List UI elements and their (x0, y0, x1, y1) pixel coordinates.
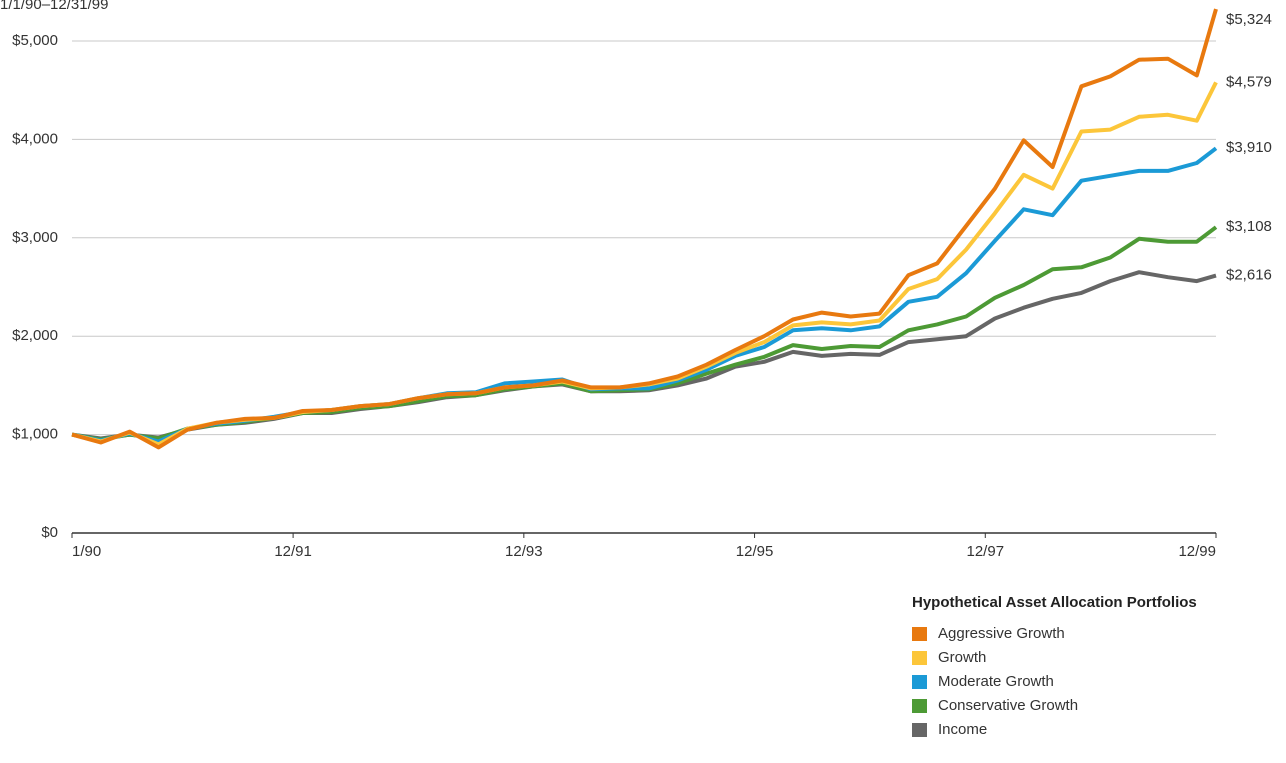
series-line (71, 270, 1217, 441)
end-value-label: $5,324 (1226, 11, 1272, 28)
x-tick-label: 12/93 (505, 543, 543, 560)
legend-title: Hypothetical Asset Allocation Portfolios (912, 594, 1197, 611)
y-tick-label: $5,000 (12, 32, 58, 49)
legend-swatch (912, 723, 927, 737)
legend-swatch (912, 627, 927, 641)
x-tick-label: 12/95 (736, 543, 774, 560)
y-tick-label: $0 (41, 524, 58, 541)
legend-swatch (912, 675, 927, 689)
end-value-label: $3,910 (1226, 139, 1272, 156)
y-tick-label: $3,000 (12, 229, 58, 246)
legend-label: Income (938, 721, 987, 738)
series-line (71, 146, 1218, 444)
y-tick-label: $4,000 (12, 130, 58, 147)
series-line (71, 8, 1218, 450)
chart-title: 1/1/90–12/31/99 (0, 0, 108, 13)
x-tick-label: 12/99 (1178, 543, 1216, 560)
legend-swatch (912, 699, 927, 713)
legend-label: Conservative Growth (938, 697, 1078, 714)
legend-label: Growth (938, 649, 986, 666)
end-value-label: $3,108 (1226, 218, 1272, 235)
y-tick-label: $2,000 (12, 327, 58, 344)
x-tick-label: 12/97 (967, 543, 1005, 560)
legend-label: Moderate Growth (938, 673, 1054, 690)
end-value-label: $4,579 (1226, 73, 1272, 90)
x-tick-label: 12/91 (274, 543, 312, 560)
series-line (71, 225, 1218, 442)
y-tick-label: $1,000 (12, 426, 58, 443)
legend-label: Aggressive Growth (938, 625, 1065, 642)
x-tick-label: 1/90 (72, 543, 101, 560)
end-value-label: $2,616 (1226, 267, 1272, 284)
legend-swatch (912, 651, 927, 665)
